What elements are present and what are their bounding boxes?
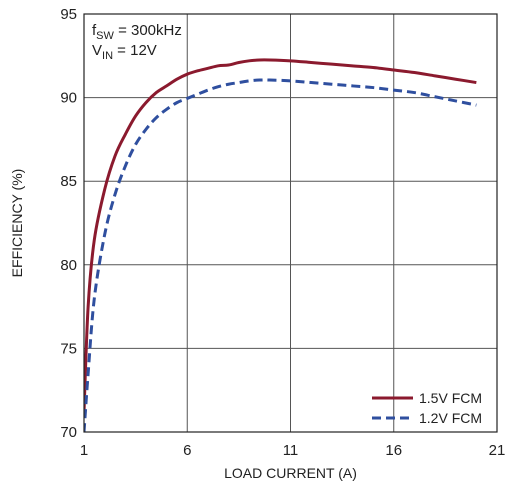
plot-frame [83,13,498,433]
x-axis-label: LOAD CURRENT (A) [224,465,357,481]
series-line-1 [84,58,477,412]
series-line-2 [84,78,477,432]
annotation: fSW = 300kHz VIN = 12V [92,22,182,62]
legend-label-2: 1.2V FCM [419,410,482,426]
x-tick-label: 11 [283,442,299,459]
y-tick-label: 75 [60,340,77,357]
y-tick-label: 95 [60,6,77,23]
legend-label-1: 1.5V FCM [419,390,482,406]
x-tick-label: 1 [80,442,88,459]
fsw-annotation: fSW = 300kHz [92,22,182,42]
x-tick-label: 21 [489,442,506,459]
x-tick-label: 6 [183,442,191,459]
legend: 1.5V FCM 1.2V FCM [372,390,482,426]
y-tick-label: 85 [60,173,77,190]
y-tick-label: 70 [60,424,77,441]
y-tick-label: 90 [60,90,77,107]
y-axis-label: EFFICIENCY (%) [9,169,25,278]
vin-annotation: VIN = 12V [92,42,157,62]
series-layer [84,58,477,432]
y-tick-label: 80 [60,257,77,274]
x-tick-label: 16 [385,442,402,459]
